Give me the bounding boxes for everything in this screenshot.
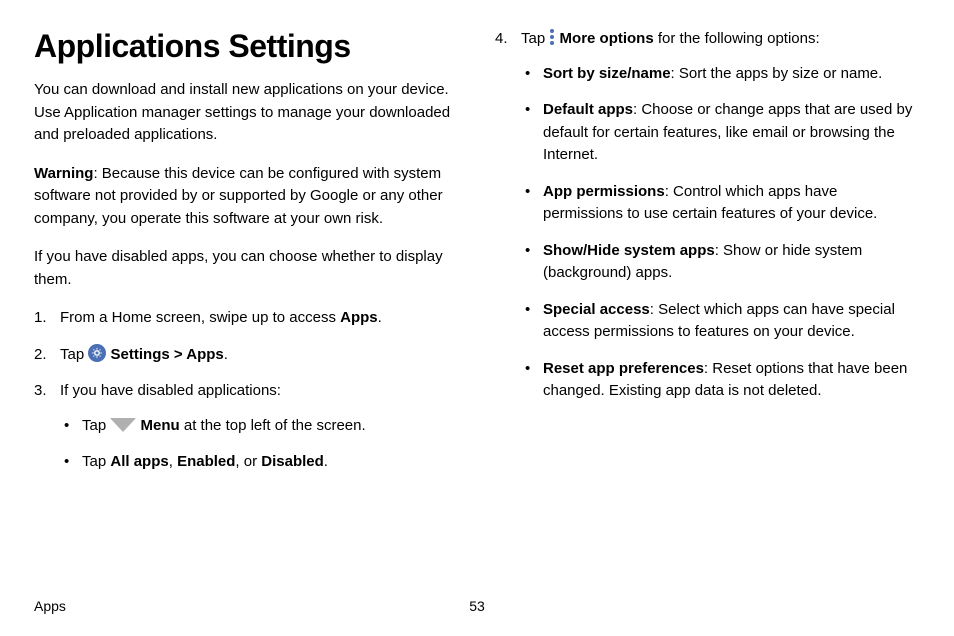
step4-more: More options — [560, 30, 654, 47]
content-columns: Applications Settings You can download a… — [34, 28, 920, 488]
warning-label: Warning — [34, 165, 93, 182]
step-1-apps: Apps — [340, 309, 378, 326]
opt1-label: Sort by size/name — [543, 65, 671, 82]
sub2-g: . — [324, 453, 328, 470]
step-4: Tap More options for the following optio… — [495, 28, 920, 403]
more-options-icon — [549, 28, 555, 46]
opt1-text: : Sort the apps by size or name. — [671, 65, 883, 82]
step-2-settings: Settings — [111, 346, 170, 363]
step-3-text: If you have disabled applications: — [60, 382, 281, 399]
step-3-sub-1: Tap Menu at the top left of the screen. — [60, 415, 459, 438]
right-column: Tap More options for the following optio… — [495, 28, 920, 488]
sub2-allapps: All apps — [110, 453, 168, 470]
step4-a: Tap — [521, 30, 549, 47]
opt6-label: Reset app preferences — [543, 360, 704, 377]
options-list: Sort by size/name: Sort the apps by size… — [521, 63, 920, 403]
disabled-note: If you have disabled apps, you can choos… — [34, 246, 459, 291]
menu-icon — [110, 417, 136, 431]
option-special-access: Special access: Select which apps can ha… — [521, 299, 920, 344]
step-2-text-e: . — [224, 346, 228, 363]
page-title: Applications Settings — [34, 28, 459, 65]
option-app-permissions: App permissions: Control which apps have… — [521, 181, 920, 226]
step-1: From a Home screen, swipe up to access A… — [34, 307, 459, 330]
intro-paragraph: You can download and install new applica… — [34, 79, 459, 147]
left-column: Applications Settings You can download a… — [34, 28, 459, 488]
settings-icon — [88, 344, 106, 362]
sub1-c: at the top left of the screen. — [180, 417, 366, 434]
footer-page-number: 53 — [469, 598, 485, 614]
sub1-a: Tap — [82, 417, 110, 434]
sub1-menu: Menu — [141, 417, 180, 434]
step-1-text-c: . — [378, 309, 382, 326]
option-reset-prefs: Reset app preferences: Reset options tha… — [521, 358, 920, 403]
opt5-label: Special access — [543, 301, 650, 318]
step-3-sublist: Tap Menu at the top left of the screen. … — [60, 415, 459, 474]
option-show-hide: Show/Hide system apps: Show or hide syst… — [521, 240, 920, 285]
opt4-label: Show/Hide system apps — [543, 242, 715, 259]
step-2-text-a: Tap — [60, 346, 88, 363]
step-2: Tap Settings > Apps. — [34, 344, 459, 367]
step-2-apps: Apps — [186, 346, 224, 363]
step-3: If you have disabled applications: Tap M… — [34, 380, 459, 474]
sub2-disabled: Disabled — [261, 453, 324, 470]
step-3-sub-2: Tap All apps, Enabled, or Disabled. — [60, 451, 459, 474]
steps-list-continued: Tap More options for the following optio… — [495, 28, 920, 403]
step-1-text-a: From a Home screen, swipe up to access — [60, 309, 340, 326]
option-sort: Sort by size/name: Sort the apps by size… — [521, 63, 920, 86]
step-2-sep: > — [170, 346, 187, 363]
page-footer: Apps 53 — [34, 598, 920, 614]
warning-paragraph: Warning: Because this device can be conf… — [34, 163, 459, 231]
sub2-a: Tap — [82, 453, 110, 470]
opt3-label: App permissions — [543, 183, 665, 200]
sub2-enabled: Enabled — [177, 453, 235, 470]
option-default-apps: Default apps: Choose or change apps that… — [521, 99, 920, 167]
warning-text: : Because this device can be configured … — [34, 165, 443, 227]
step4-c: for the following options: — [654, 30, 820, 47]
opt2-label: Default apps — [543, 101, 633, 118]
footer-section-label: Apps — [34, 598, 66, 614]
sub2-c: , — [169, 453, 177, 470]
steps-list: From a Home screen, swipe up to access A… — [34, 307, 459, 474]
sub2-e: , or — [235, 453, 261, 470]
